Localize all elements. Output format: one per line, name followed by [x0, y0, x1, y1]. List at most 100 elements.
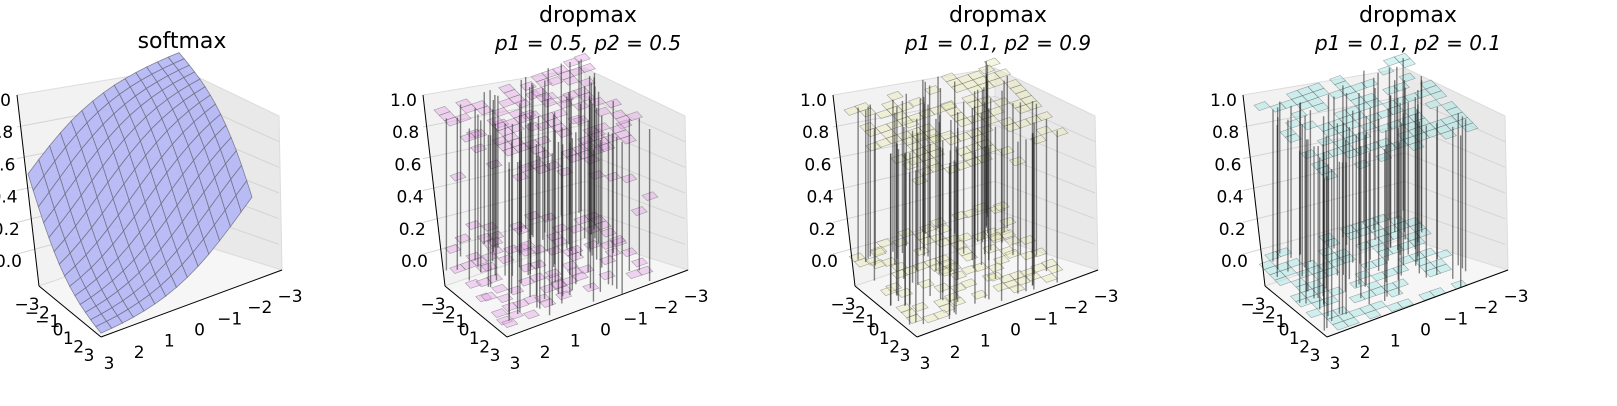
surface-cell	[1008, 283, 1026, 294]
gridline	[422, 95, 586, 128]
surface-cell	[578, 63, 596, 73]
z-tick-label: 1.0	[1210, 91, 1237, 111]
z-tick-label: 0.6	[1214, 155, 1241, 175]
gridline	[832, 180, 996, 223]
y-tick-label: 1	[164, 332, 175, 352]
surface-cell	[464, 278, 482, 289]
z-tick-label: 0.8	[802, 123, 829, 143]
chart-subtitle: p1 = 0.5, p2 = 0.5	[494, 31, 681, 55]
y-tick-label: −1	[1443, 309, 1468, 329]
y-tick-label: 3	[104, 354, 115, 374]
y-tick-label: −2	[247, 298, 272, 318]
z-axis	[1242, 94, 1266, 287]
y-tick-label: 2	[134, 343, 145, 363]
y-tick-label: 0	[600, 321, 611, 341]
y-tick-label: −3	[277, 287, 302, 307]
y-tick-label: 1	[980, 332, 991, 352]
x-tick-label: 2	[1299, 338, 1310, 358]
y-tick-label: 1	[570, 332, 581, 352]
y-tick-label: 2	[1360, 343, 1371, 363]
y-tick-label: −3	[683, 287, 708, 307]
z-tick-label: 1.0	[800, 91, 827, 111]
chart-panel-3: 0.00.20.40.60.81.0−3−2−10 1 2 3 3210−1−2−3dr…	[800, 3, 1119, 374]
x-tick-label: 1	[63, 329, 74, 349]
gridline	[994, 180, 1096, 220]
surface-cell	[864, 255, 882, 266]
x-tick-label: 3	[490, 346, 501, 366]
x-tick-label: 3	[84, 346, 95, 366]
chart-subtitle: p1 = 0.1, p2 = 0.1	[1314, 31, 1501, 55]
x-tick-label: 3	[1310, 346, 1321, 366]
surface-cell	[625, 111, 643, 121]
y-tick-label: −1	[623, 309, 648, 329]
gridline	[832, 209, 996, 255]
x-tick-label: −2	[25, 304, 50, 324]
x-tick-label: −2	[1251, 304, 1276, 324]
gridline	[832, 95, 996, 128]
gridline	[832, 124, 996, 160]
surface-cell	[533, 293, 552, 304]
z-tick-label: 0.2	[1219, 220, 1246, 240]
z-tick-label: 1.0	[0, 91, 11, 111]
z-axis	[422, 94, 446, 287]
surface-cell	[1435, 249, 1453, 260]
y-tick-label: −3	[1503, 287, 1528, 307]
x-tick-label: −1	[1261, 312, 1286, 332]
y-axis	[506, 269, 689, 338]
chart-title: dropmax	[539, 3, 637, 28]
y-axis	[100, 269, 283, 338]
z-tick-label: 0.4	[1217, 188, 1244, 208]
y-axis	[916, 269, 1099, 338]
x-tick-label: −3	[14, 295, 39, 315]
gridline	[422, 124, 586, 160]
y-tick-label: −3	[1093, 287, 1118, 307]
surface-cell	[1019, 235, 1037, 245]
surface-cell	[599, 255, 617, 266]
surface-cell	[522, 309, 540, 320]
surface-cell	[960, 278, 978, 289]
surface-cell	[1396, 298, 1414, 309]
z-tick-label: 0.2	[0, 220, 20, 240]
surface-cell	[1284, 133, 1302, 144]
x-tick-label: 0	[869, 321, 880, 341]
surface-cell	[1046, 264, 1064, 274]
x-tick-label: −2	[431, 304, 456, 324]
z-axis	[16, 94, 40, 287]
y-tick-label: −1	[217, 309, 242, 329]
surface-cell	[598, 270, 616, 281]
surface-cell	[619, 134, 637, 145]
surface-cell	[1435, 263, 1453, 274]
z-tick-label: 0.0	[811, 252, 838, 272]
z-tick-label: 0.4	[397, 188, 424, 208]
x-tick-label: 2	[479, 338, 490, 358]
x-tick-label: −2	[841, 304, 866, 324]
gridline	[994, 124, 1096, 168]
x-axis	[444, 285, 508, 338]
y-axis	[1326, 269, 1509, 338]
chart-panel-1: 0.00.20.40.60.81.0−3−2−101233210−1−2−3so…	[0, 29, 303, 374]
x-tick-label: 2	[889, 338, 900, 358]
surface-cell	[1364, 309, 1382, 320]
x-tick-label: −1	[851, 312, 876, 332]
y-tick-label: 3	[510, 354, 521, 374]
x-tick-label: 1	[1289, 329, 1300, 349]
x-axis	[854, 285, 918, 338]
x-tick-label: 2	[73, 338, 84, 358]
x-axis	[38, 285, 102, 338]
x-tick-label: −1	[441, 312, 466, 332]
y-tick-label: 3	[1330, 354, 1341, 374]
surface-cell	[636, 265, 654, 276]
gridline	[832, 152, 996, 191]
x-tick-label: 1	[469, 329, 480, 349]
z-tick-label: 0.8	[392, 123, 419, 143]
surface-cell	[1430, 90, 1448, 101]
y-tick-label: 1	[1390, 332, 1401, 352]
surface-cell	[994, 68, 1012, 79]
surface-cell	[1342, 316, 1360, 327]
z-tick-label: 0.2	[399, 220, 426, 240]
surface-cell	[573, 53, 591, 63]
z-tick-label: 0.4	[0, 188, 18, 208]
x-tick-label: −3	[420, 295, 445, 315]
z-tick-label: 0.8	[1212, 123, 1239, 143]
z-tick-label: 0.6	[804, 155, 831, 175]
